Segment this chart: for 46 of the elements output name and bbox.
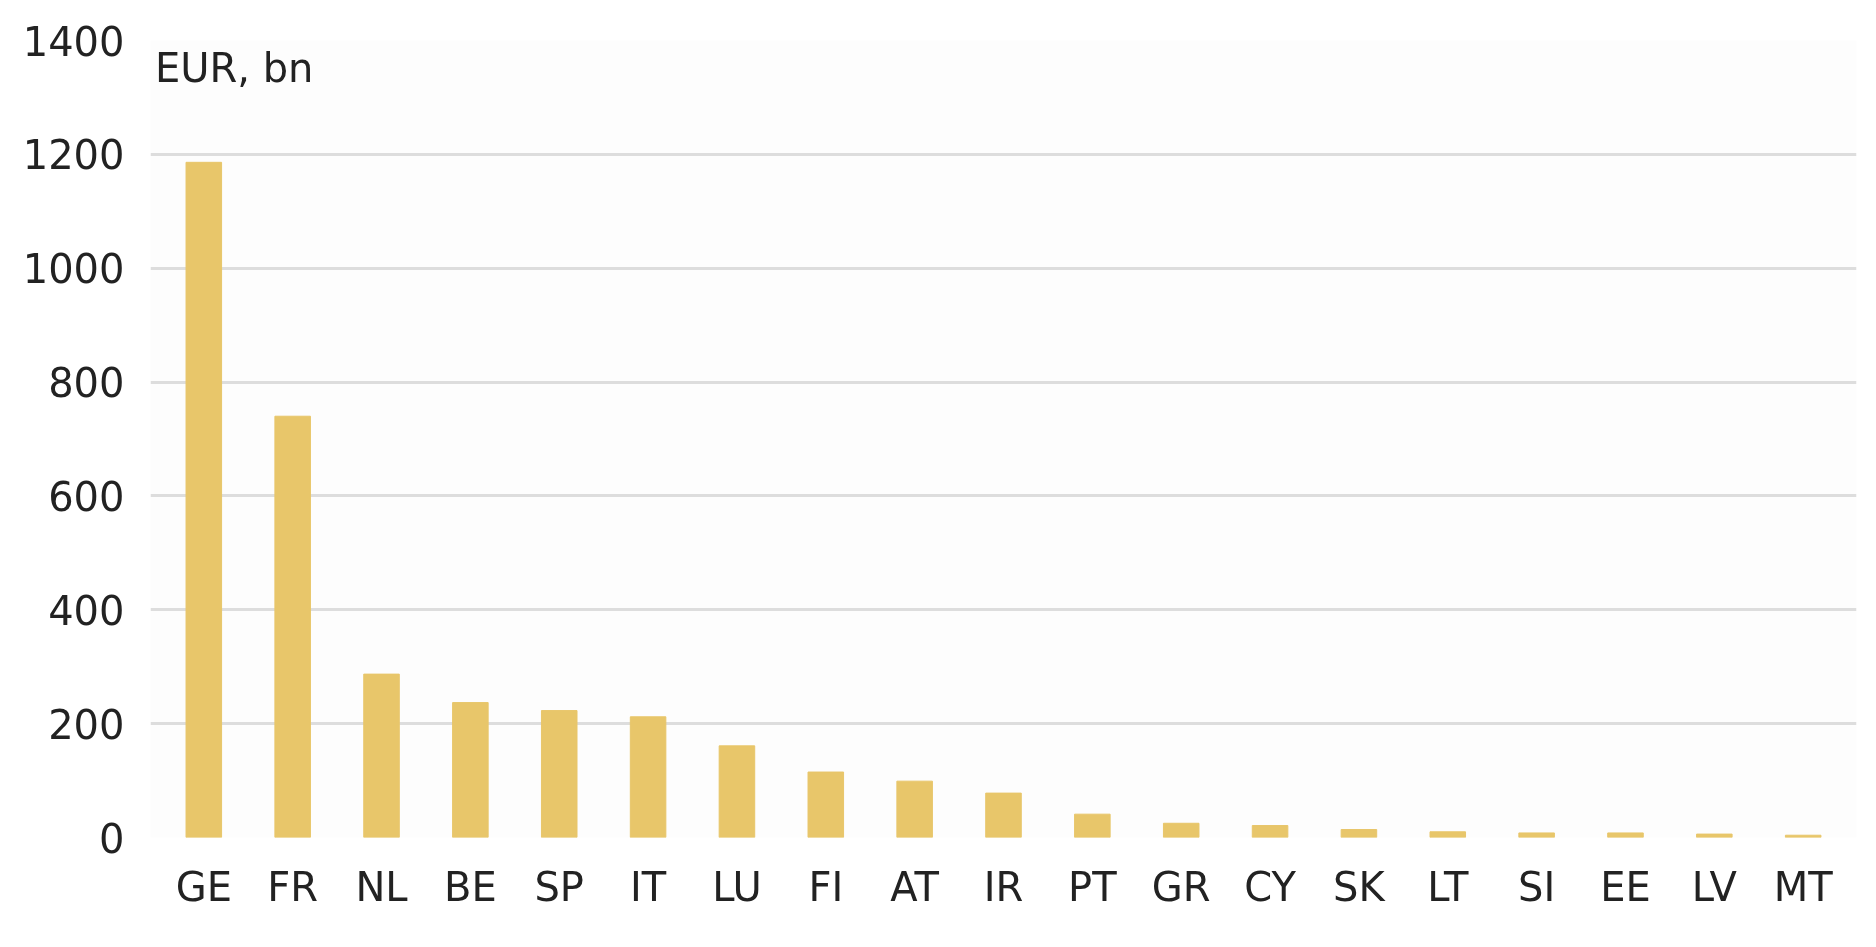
- bar: [1429, 831, 1467, 838]
- bar: [1340, 829, 1378, 838]
- bar: [985, 792, 1022, 838]
- bar: [1518, 832, 1555, 838]
- x-tick-label: IR: [983, 863, 1024, 910]
- x-tick-label: AT: [890, 863, 940, 910]
- x-tick-label: GR: [1151, 863, 1211, 910]
- x-tick-label: MT: [1773, 863, 1834, 910]
- y-tick-label: 0: [99, 815, 125, 862]
- x-tick-label: SI: [1518, 863, 1556, 910]
- x-tick-label: FR: [267, 863, 319, 910]
- y-tick-label: 200: [48, 701, 125, 748]
- x-tick-label: BE: [444, 863, 497, 910]
- bar: [1696, 833, 1733, 838]
- y-tick-label: 400: [48, 587, 125, 634]
- x-tick-label: SP: [534, 863, 584, 910]
- x-tick-label: GE: [175, 863, 232, 910]
- bar: [540, 710, 578, 838]
- bar: [452, 702, 489, 838]
- x-tick-label: FI: [808, 863, 844, 910]
- bar: [363, 673, 400, 838]
- x-tick-label: NL: [355, 863, 409, 910]
- y-tick-label: 600: [48, 473, 125, 520]
- bar: [1074, 813, 1111, 838]
- y-tick-label: 1200: [22, 132, 125, 179]
- bar: [629, 716, 667, 838]
- x-tick-label: IT: [629, 863, 667, 910]
- bar: [1251, 825, 1289, 838]
- x-tick-label: LT: [1427, 863, 1469, 910]
- x-tick-label: SK: [1333, 863, 1387, 910]
- y-tick-label: 1000: [22, 246, 125, 293]
- bar: [718, 745, 756, 838]
- bar: [807, 771, 845, 838]
- x-tick-label: PT: [1068, 863, 1118, 910]
- bar: [185, 161, 223, 838]
- x-tick-label: LU: [712, 863, 762, 910]
- x-tick-label: EE: [1600, 863, 1651, 910]
- y-tick-label: 800: [48, 360, 125, 407]
- y-axis-title: EUR, bn: [154, 44, 314, 91]
- x-tick-label: LV: [1691, 863, 1738, 910]
- bar: [1162, 822, 1200, 838]
- y-tick-label: 1400: [22, 18, 125, 65]
- bar: [1607, 832, 1644, 838]
- x-tick-label: CY: [1244, 863, 1297, 910]
- bar: [274, 415, 311, 838]
- bar: [896, 780, 933, 838]
